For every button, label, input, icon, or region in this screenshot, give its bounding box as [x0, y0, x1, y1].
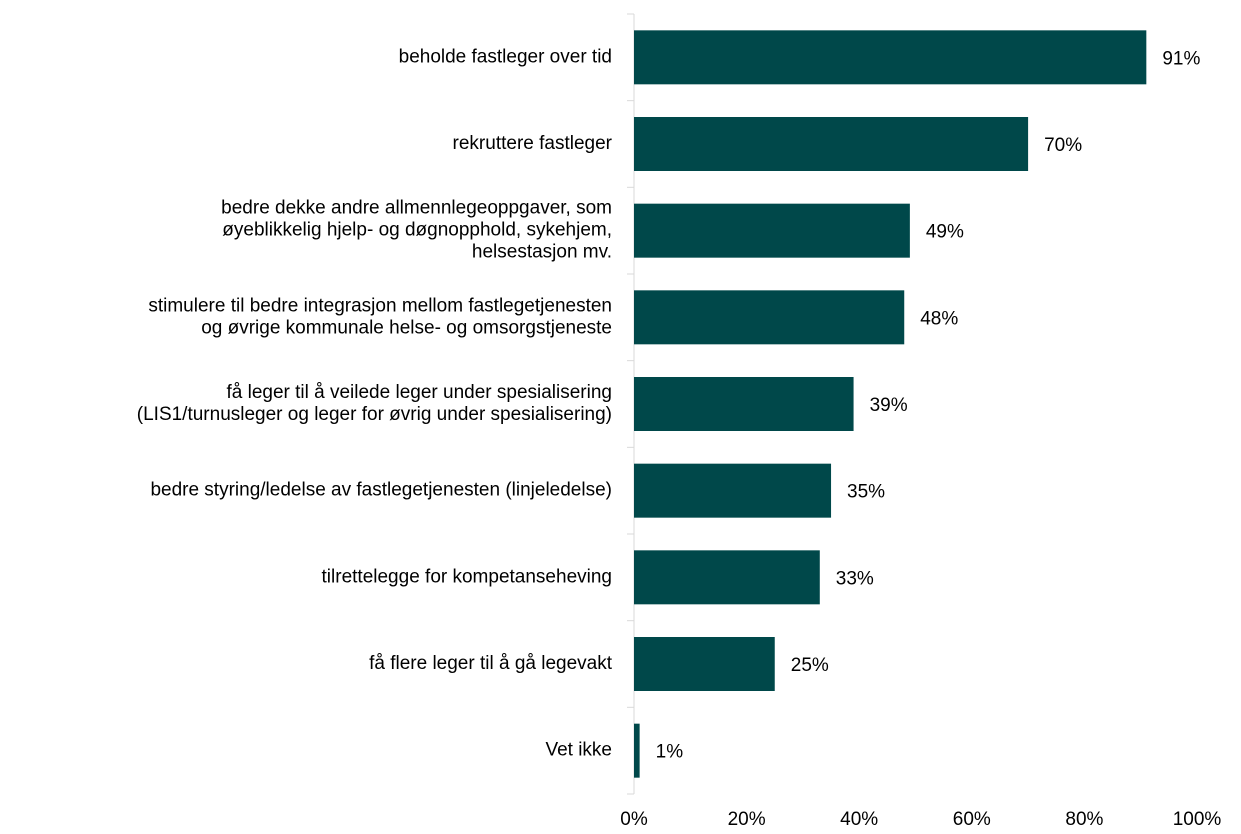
category-label: tilrettelegge for kompetanseheving [322, 566, 612, 587]
value-label: 25% [791, 655, 829, 676]
x-tick-label: 80% [1065, 809, 1103, 830]
value-label: 35% [847, 482, 885, 503]
x-tick-label: 40% [840, 809, 878, 830]
bar [634, 723, 640, 778]
x-tick-label: 60% [953, 809, 991, 830]
value-label: 33% [836, 568, 874, 589]
category-label: beholde fastleger over tid [399, 46, 612, 67]
category-label: bedre styring/ledelse av fastlegetjenest… [150, 480, 612, 501]
bar [634, 550, 820, 605]
category-label: Vet ikke [545, 740, 612, 761]
bar [634, 290, 905, 345]
category-label: få leger til å veilede leger under spesi… [137, 382, 612, 425]
value-label: 39% [870, 395, 908, 416]
category-label: bedre dekke andre allmennlegeoppgaver, s… [221, 198, 612, 263]
category-label: rekruttere fastleger [453, 133, 613, 154]
bar [634, 203, 910, 258]
x-tick-label: 100% [1173, 809, 1222, 830]
value-label: 48% [920, 308, 958, 329]
bar [634, 30, 1147, 85]
value-label: 91% [1162, 48, 1200, 69]
bar [634, 377, 854, 431]
bar [634, 637, 775, 691]
category-label: få flere leger til å gå legevakt [369, 653, 613, 674]
value-label: 49% [926, 222, 964, 243]
value-label: 70% [1044, 135, 1082, 156]
x-tick-label: 0% [620, 809, 648, 830]
x-tick-label: 20% [728, 809, 766, 830]
category-label: stimulere til bedre integrasjon mellom f… [148, 295, 612, 338]
value-label: 1% [656, 742, 684, 763]
bar [634, 117, 1029, 171]
bar [634, 463, 832, 518]
